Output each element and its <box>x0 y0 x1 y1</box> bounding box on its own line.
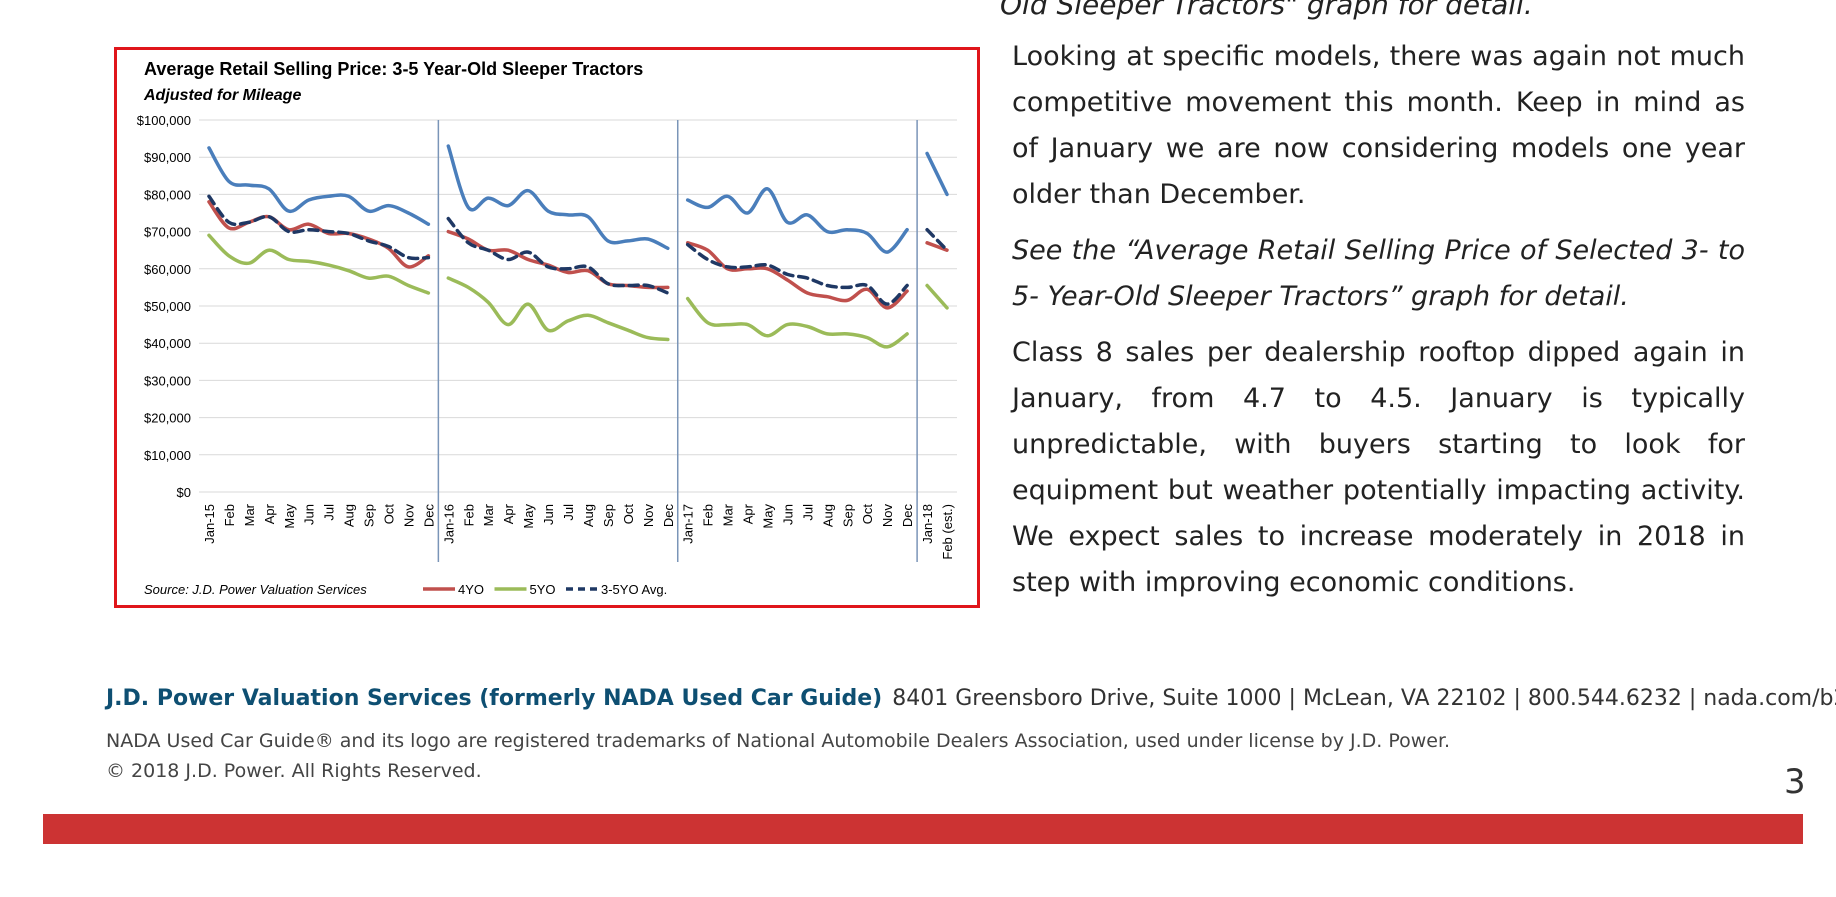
x-tick-label: Jun <box>302 504 317 525</box>
x-tick-label: Aug <box>820 504 835 527</box>
x-axis-ticks: Jan-15 Feb Mar Apr May Jun Jul Aug Sep Oct Nov Dec J… <box>202 503 955 559</box>
series-line-5yo <box>207 233 431 295</box>
series-line-3yo <box>685 187 909 254</box>
x-tick-label: Nov <box>641 504 656 528</box>
chart-title: Average Retail Selling Price: 3-5 Year-O… <box>144 59 643 79</box>
legend-label-4yo: 4YO <box>458 582 484 597</box>
previous-paragraph-tail: Old Sleeper Tractors" graph for detail. <box>1000 0 1533 21</box>
footer-trademark: NADA Used Car Guide® and its logo are re… <box>106 730 1451 752</box>
y-tick-label: $20,000 <box>144 411 191 426</box>
paragraph-models: Looking at specific models, there was ag… <box>1012 41 1745 210</box>
x-tick-label: Feb <box>222 504 237 526</box>
legend-label-5yo: 5YO <box>530 582 556 597</box>
x-tick-label: May <box>761 504 776 529</box>
y-tick-label: $70,000 <box>144 225 191 240</box>
y-tick-label: $80,000 <box>144 187 191 202</box>
chart-source: Source: J.D. Power Valuation Services <box>144 582 367 597</box>
y-tick-label: $50,000 <box>144 299 191 314</box>
year-separators <box>437 120 918 562</box>
page-number: 3 <box>1784 762 1806 802</box>
x-tick-label: Sep <box>601 504 616 527</box>
paragraph-sales: Class 8 sales per dealership rooftop dip… <box>1012 337 1745 598</box>
body-text-column: Looking at specific models, there was ag… <box>1012 34 1745 616</box>
y-tick-label: $60,000 <box>144 262 191 277</box>
x-tick-label: Jan-16 <box>441 504 456 544</box>
series-line-5yo <box>685 296 909 349</box>
x-tick-label: Feb <box>701 504 716 526</box>
x-tick-label: Apr <box>262 503 277 524</box>
series-line-3-5yo-avg <box>685 242 909 306</box>
x-tick-label: Apr <box>501 503 516 524</box>
series-lines <box>207 144 949 349</box>
x-tick-label: Jul <box>561 504 576 521</box>
x-tick-label: Jun <box>541 504 556 525</box>
series-line-4yo <box>685 241 909 310</box>
series-line-3yo <box>207 146 431 226</box>
x-tick-label: Sep <box>362 504 377 527</box>
price-chart: Average Retail Selling Price: 3-5 Year-O… <box>114 47 980 608</box>
series-line-3yo <box>446 144 670 251</box>
series-line-4yo <box>925 241 949 252</box>
paragraph-graph-reference: See the “Average Retail Selling Price of… <box>1012 235 1745 312</box>
x-tick-label: Jul <box>800 504 815 521</box>
x-tick-label: Mar <box>242 503 257 526</box>
y-tick-label: $10,000 <box>144 448 191 463</box>
footer-contact: J.D. Power Valuation Services (formerly … <box>106 686 1836 711</box>
series-line-3-5yo-avg <box>207 194 431 261</box>
footer-red-bar <box>43 814 1803 844</box>
x-tick-label: Mar <box>481 503 496 526</box>
x-tick-label: Nov <box>880 504 895 528</box>
x-tick-label: Oct <box>382 504 397 525</box>
x-tick-label: Jan-17 <box>681 504 696 544</box>
series-line-5yo <box>925 283 949 310</box>
footer-address: 8401 Greensboro Drive, Suite 1000 | McLe… <box>892 686 1836 711</box>
footer-brand: J.D. Power Valuation Services (formerly … <box>106 686 883 711</box>
series-line-5yo <box>446 276 670 342</box>
x-tick-label: Jun <box>780 504 795 525</box>
x-tick-label: Feb (est.) <box>940 504 955 560</box>
grid-lines <box>199 119 957 493</box>
y-tick-label: $90,000 <box>144 150 191 165</box>
x-tick-label: Aug <box>581 504 596 527</box>
series-line-4yo <box>207 200 431 269</box>
x-tick-label: Oct <box>621 504 636 525</box>
price-chart-svg: Average Retail Selling Price: 3-5 Year-O… <box>137 59 957 597</box>
x-tick-label: Dec <box>900 504 915 528</box>
x-tick-label: Dec <box>661 504 676 528</box>
chart-legend: 4YO 5YO 3-5YO Avg. <box>423 582 667 597</box>
y-tick-label: $100,000 <box>137 113 191 128</box>
y-tick-label: $0 <box>177 485 191 500</box>
x-tick-label: Feb <box>461 504 476 526</box>
x-tick-label: Jul <box>322 504 337 521</box>
series-line-3yo <box>925 151 949 197</box>
chart-subtitle: Adjusted for Mileage <box>143 87 301 104</box>
x-tick-label: Mar <box>721 503 736 526</box>
x-tick-label: Aug <box>342 504 357 527</box>
x-tick-label: Nov <box>401 504 416 528</box>
legend-label-3-5yo-avg: 3-5YO Avg. <box>601 582 667 597</box>
x-tick-label: May <box>282 504 297 529</box>
y-axis-ticks: $0 $10,000 $20,000 $30,000 $40,000 $50,000 $60… <box>137 113 191 500</box>
x-tick-label: Sep <box>840 504 855 527</box>
series-line-3-5yo-avg <box>446 216 670 295</box>
x-tick-label: Oct <box>860 504 875 525</box>
x-tick-label: Jan-18 <box>920 504 935 544</box>
x-tick-label: Jan-15 <box>202 504 217 544</box>
x-tick-label: Dec <box>421 504 436 528</box>
footer-copyright: © 2018 J.D. Power. All Rights Reserved. <box>106 760 482 782</box>
series-line-3-5yo-avg <box>925 227 949 252</box>
y-tick-label: $40,000 <box>144 336 191 351</box>
x-tick-label: Apr <box>741 503 756 524</box>
x-tick-label: May <box>521 504 536 529</box>
y-tick-label: $30,000 <box>144 373 191 388</box>
